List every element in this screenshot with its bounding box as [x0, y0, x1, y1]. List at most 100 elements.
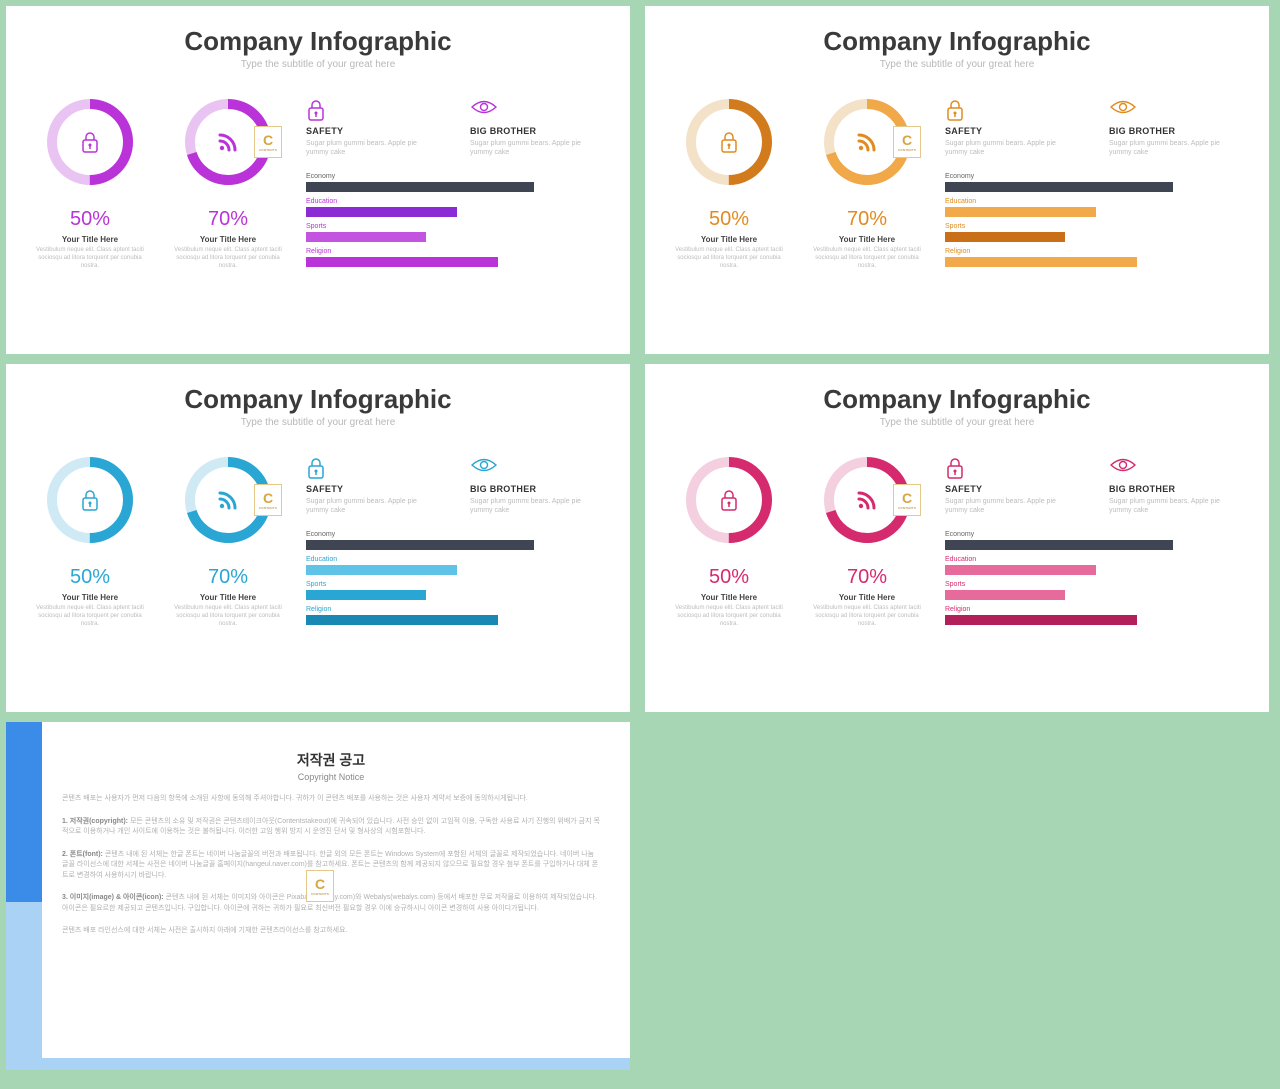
- info-bigbrother-desc: Sugar plum gummi bears. Apple pie yummy …: [470, 497, 590, 515]
- bar-fill: [945, 565, 1096, 575]
- info-safety-title: SAFETY: [306, 126, 426, 136]
- slide-subtitle: Type the subtitle of your great here: [669, 59, 1245, 70]
- info-bigbrother-title: BIG BROTHER: [470, 126, 590, 136]
- info-bigbrother: BIG BROTHER Sugar plum gummi bears. Appl…: [1109, 456, 1229, 515]
- bar-label: Education: [945, 556, 1245, 563]
- bar-row: Economy: [945, 173, 1245, 192]
- bar-fill: [306, 182, 534, 192]
- donut-b: CCONTENTS 70% Your Title Here Vestibulum…: [807, 98, 927, 273]
- donut-a-pct: 50%: [669, 208, 789, 231]
- slide-title: Company Infographic: [669, 384, 1245, 415]
- lock-icon: [685, 456, 773, 544]
- bar-fill: [306, 257, 498, 267]
- badge-icon: CCONTENTS: [893, 484, 921, 516]
- bar-fill: [945, 207, 1096, 217]
- infographic-slide: Company Infographic Type the subtitle of…: [6, 364, 630, 712]
- slide-title: Company Infographic: [30, 26, 606, 57]
- info-safety: SAFETY Sugar plum gummi bears. Apple pie…: [945, 456, 1065, 515]
- bar-fill: [306, 207, 457, 217]
- slide-subtitle: Type the subtitle of your great here: [30, 59, 606, 70]
- badge-icon: CCONTENTS: [893, 126, 921, 158]
- bar-label: Economy: [306, 173, 606, 180]
- donut-b-pct: 70%: [168, 566, 288, 589]
- donut-b: CCONTENTS 70% Your Title Here Vestibulum…: [168, 456, 288, 631]
- slide-subtitle: Type the subtitle of your great here: [30, 417, 606, 428]
- donut-b-title: Your Title Here: [807, 235, 927, 244]
- bar-row: Religion: [306, 606, 606, 625]
- lock-icon: [306, 456, 426, 478]
- donut-a-pct: 50%: [30, 208, 150, 231]
- donut-a-desc: Vestibulum neque elit. Class aptent taci…: [30, 605, 150, 628]
- info-safety-desc: Sugar plum gummi bears. Apple pie yummy …: [945, 497, 1065, 515]
- donut-b-desc: Vestibulum neque elit. Class aptent taci…: [168, 605, 288, 628]
- info-safety-desc: Sugar plum gummi bears. Apple pie yummy …: [306, 497, 426, 515]
- slide-subtitle: Type the subtitle of your great here: [669, 417, 1245, 428]
- copyright-subtitle: Copyright Notice: [62, 772, 600, 782]
- donut-a-pct: 50%: [30, 566, 150, 589]
- info-safety: SAFETY Sugar plum gummi bears. Apple pie…: [945, 98, 1065, 157]
- bar-label: Economy: [945, 531, 1245, 538]
- eye-icon: [470, 456, 590, 478]
- slide-title: Company Infographic: [30, 384, 606, 415]
- bar-fill: [306, 565, 457, 575]
- lock-icon: [685, 98, 773, 186]
- bar-row: Economy: [306, 531, 606, 550]
- copyright-p1: 콘텐츠 배포는 사용자가 먼저 다음의 항목에 소개된 사항에 동의해 주셔야합…: [62, 794, 600, 805]
- info-safety-desc: Sugar plum gummi bears. Apple pie yummy …: [945, 139, 1065, 157]
- eye-icon: [470, 98, 590, 120]
- lock-icon: [46, 456, 134, 544]
- donut-a-desc: Vestibulum neque elit. Class aptent taci…: [669, 605, 789, 628]
- info-bigbrother: BIG BROTHER Sugar plum gummi bears. Appl…: [470, 98, 590, 157]
- copyright-slide: 저작권 공고 Copyright Notice 콘텐츠 배포는 사용자가 먼저 …: [6, 722, 630, 1070]
- bar-row: Sports: [306, 223, 606, 242]
- donut-a-title: Your Title Here: [669, 593, 789, 602]
- bar-row: Education: [306, 556, 606, 575]
- bar-fill: [306, 540, 534, 550]
- badge-icon: CCONTENTS: [254, 126, 282, 158]
- donut-a-desc: Vestibulum neque elit. Class aptent taci…: [669, 247, 789, 270]
- bar-label: Religion: [945, 248, 1245, 255]
- info-bigbrother-title: BIG BROTHER: [1109, 484, 1229, 494]
- donut-b: CCONTENTS 70% Your Title Here Vestibulum…: [807, 456, 927, 631]
- bar-label: Economy: [945, 173, 1245, 180]
- info-bigbrother: BIG BROTHER Sugar plum gummi bears. Appl…: [470, 456, 590, 515]
- info-bigbrother-title: BIG BROTHER: [1109, 126, 1229, 136]
- donut-b-desc: Vestibulum neque elit. Class aptent taci…: [807, 605, 927, 628]
- infographic-slide: Company Infographic Type the subtitle of…: [645, 364, 1269, 712]
- donut-a-title: Your Title Here: [30, 593, 150, 602]
- bar-row: Religion: [945, 248, 1245, 267]
- bar-row: Sports: [306, 581, 606, 600]
- bar-fill: [306, 615, 498, 625]
- info-bigbrother-title: BIG BROTHER: [470, 484, 590, 494]
- info-bigbrother: BIG BROTHER Sugar plum gummi bears. Appl…: [1109, 98, 1229, 157]
- lock-icon: [945, 98, 1065, 120]
- donut-a: 50% Your Title Here Vestibulum neque eli…: [30, 98, 150, 273]
- donut-b-title: Your Title Here: [168, 593, 288, 602]
- bar-fill: [945, 590, 1065, 600]
- donut-a: 50% Your Title Here Vestibulum neque eli…: [30, 456, 150, 631]
- bar-fill: [945, 182, 1173, 192]
- copyright-title: 저작권 공고: [62, 750, 600, 770]
- copyright-p2: 1. 저작권(copyright): 모든 콘텐츠의 소유 및 저작권은 콘텐츠…: [62, 817, 600, 838]
- eye-icon: [1109, 98, 1229, 120]
- info-safety-title: SAFETY: [945, 126, 1065, 136]
- bar-label: Education: [945, 198, 1245, 205]
- bar-fill: [306, 232, 426, 242]
- bar-chart: Economy Education Sports Religion: [945, 173, 1245, 267]
- bar-row: Education: [306, 198, 606, 217]
- copyright-p5: 콘텐츠 배포 라인선스에 대한 서체는 사전은 출시하지 아래에 기재한 콘텐츠…: [62, 926, 600, 937]
- bar-row: Sports: [945, 223, 1245, 242]
- donut-b-pct: 70%: [807, 208, 927, 231]
- bar-row: Sports: [945, 581, 1245, 600]
- bar-row: Education: [945, 556, 1245, 575]
- donut-b-pct: 70%: [168, 208, 288, 231]
- bar-chart: Economy Education Sports Religion: [306, 173, 606, 267]
- info-safety-title: SAFETY: [945, 484, 1065, 494]
- info-bigbrother-desc: Sugar plum gummi bears. Apple pie yummy …: [1109, 497, 1229, 515]
- bar-label: Religion: [306, 248, 606, 255]
- lock-icon: [945, 456, 1065, 478]
- lock-icon: [306, 98, 426, 120]
- bar-row: Religion: [945, 606, 1245, 625]
- bar-fill: [945, 232, 1065, 242]
- bar-label: Sports: [945, 223, 1245, 230]
